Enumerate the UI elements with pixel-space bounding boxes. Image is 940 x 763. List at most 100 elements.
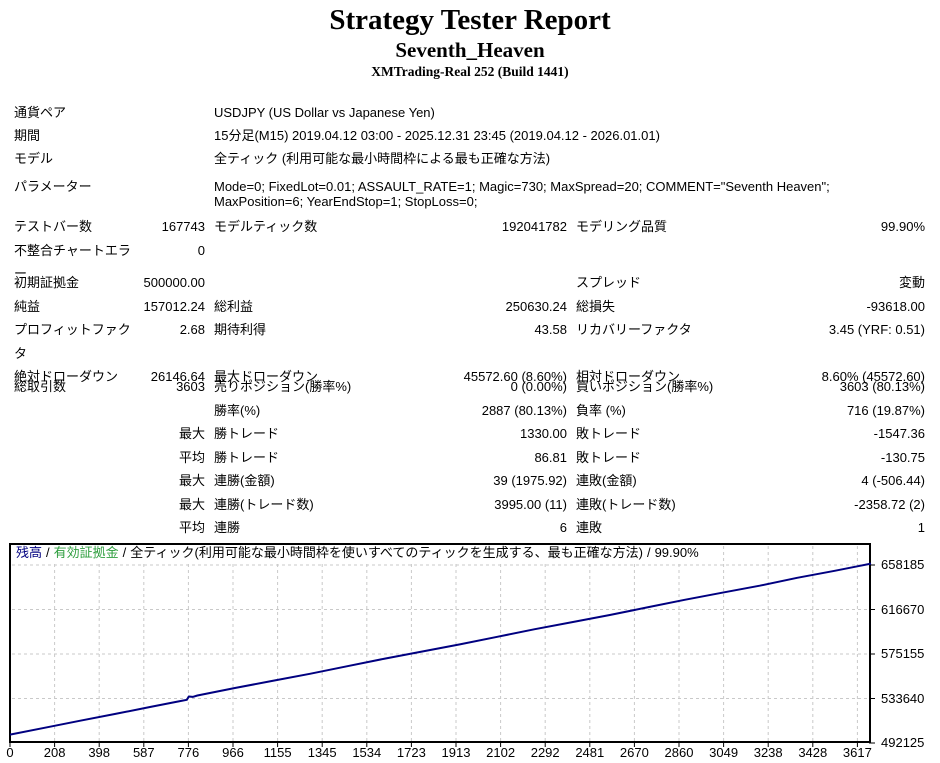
x-tick-label: 966 <box>222 745 244 760</box>
stat-value: 0 (0.00%) <box>510 379 567 394</box>
stat-value: -93618.00 <box>866 298 925 314</box>
stats-row: 絶対ドローダウン 26146.64 最大ドローダウン 45572.60 (8.6… <box>0 365 940 389</box>
stat-value: 3.45 (YRF: 0.51) <box>828 322 925 337</box>
stat-label: プロフィットファクタ <box>14 322 131 361</box>
stats-row: 純益 157012.24 総利益 250630.24 総損失 -93618.00 <box>0 295 940 319</box>
stat-label <box>14 469 134 493</box>
x-tick-label: 3428 <box>798 745 828 760</box>
stat-value: 250630.24 <box>505 298 567 314</box>
stat-value: 2887 (80.13%) <box>481 402 567 418</box>
stat-value: 157012.24 <box>143 298 205 314</box>
info-label: 期間 <box>14 128 41 143</box>
equity-curve-svg <box>9 543 875 747</box>
stat-label: モデリング品質 <box>576 219 668 234</box>
stat-value: 平均 <box>178 449 205 465</box>
info-row-symbol: 通貨ペア USDJPY (US Dollar vs Japanese Yen) <box>0 101 940 124</box>
stat-label <box>14 399 134 423</box>
x-tick-label: 398 <box>88 745 111 760</box>
stat-label: リカバリーファクタ <box>576 322 692 337</box>
legend-separator: / <box>46 545 50 560</box>
stat-value: 716 (19.87%) <box>846 402 925 418</box>
server-build: XMTrading-Real 252 (Build 1441) <box>371 64 569 79</box>
info-label: モデル <box>14 151 54 166</box>
stat-value: -2358.72 (2) <box>854 496 925 512</box>
stats-row: 初期証拠金 500000.00 スプレッド 変動 <box>0 271 940 295</box>
info-label: 通貨ペア <box>14 105 67 120</box>
stat-label: モデルティック数 <box>214 219 318 234</box>
stat-value: 86.81 <box>534 449 567 465</box>
stat-label: 敗トレード <box>576 449 642 465</box>
stat-value: 1 <box>917 520 925 535</box>
stats-row: 最大 連勝(トレード数) 3995.00 (11) 連敗(トレード数) -235… <box>0 493 940 517</box>
x-tick-label: 1155 <box>263 745 292 760</box>
x-tick-label: 1723 <box>396 745 426 760</box>
stats-row: 最大 勝トレード 1330.00 敗トレード -1547.36 <box>0 422 940 446</box>
y-tick-label: 575155 <box>881 646 925 661</box>
stats-row: 最大 連勝(金額) 39 (1975.92) 連敗(金額) 4 (-506.44… <box>0 469 940 493</box>
stat-label <box>14 516 134 540</box>
stat-value: 8.60% (45572.60) <box>821 369 925 384</box>
stat-label <box>14 446 134 470</box>
stat-label: 買いポジション(勝率%) <box>576 379 714 394</box>
stat-label: 期待利得 <box>214 322 267 337</box>
stat-value: 最大 <box>178 473 205 488</box>
y-tick-label: 533640 <box>881 690 925 706</box>
stat-value: 6 <box>559 520 567 535</box>
balance-line <box>9 562 872 736</box>
stat-value: 0 <box>197 242 205 258</box>
stat-value: 43.58 <box>534 322 567 337</box>
stat-value: 3603 (80.13%) <box>839 379 925 394</box>
x-tick-label: 1913 <box>441 745 471 760</box>
stat-label: 絶対ドローダウン <box>14 369 119 384</box>
legend-separator: / <box>646 545 651 560</box>
stat-value: 平均 <box>178 520 205 535</box>
stat-label <box>14 493 134 517</box>
report-header: Strategy Tester Report Seventh_Heaven XM… <box>0 4 940 81</box>
stat-label <box>205 271 455 295</box>
stat-label: 初期証拠金 <box>14 275 80 290</box>
x-tick-label: 2292 <box>530 745 560 760</box>
stat-value <box>134 399 205 423</box>
info-row-parameters: パラメーター Mode=0; FixedLot=0.01; ASSAULT_RA… <box>0 179 940 209</box>
stat-label: スプレッド <box>576 275 642 290</box>
stats-row: 勝率(%) 2887 (80.13%) 負率 (%) 716 (19.87%) <box>0 399 940 423</box>
x-tick-label: 3049 <box>709 745 739 760</box>
legend-model-label: 全ティック(利用可能な最小時間枠を使いすべてのティックを生成する、最も正確な方法… <box>130 545 643 560</box>
stat-label: 連勝(トレード数) <box>214 496 314 512</box>
x-tick-label: 2860 <box>664 745 694 760</box>
y-tick-label: 658185 <box>881 557 925 572</box>
report-title: Strategy Tester Report <box>329 4 611 36</box>
x-tick-label: 2481 <box>575 745 605 760</box>
info-value: Mode=0; FixedLot=0.01; ASSAULT_RATE=1; M… <box>214 179 830 209</box>
stats-row: プロフィットファクタ 2.68 期待利得 43.58 リカバリーファクタ 3.4… <box>0 318 940 365</box>
stats-row: 平均 連勝 6 連敗 1 <box>0 516 940 540</box>
x-tick-label: 3617 <box>842 745 872 760</box>
stat-label: 相対ドローダウン <box>576 369 681 384</box>
stat-value: -1547.36 <box>873 426 925 441</box>
info-label: パラメーター <box>14 179 92 194</box>
stats-group-bars: テストバー数 167743 モデルティック数 192041782 モデリング品質… <box>0 215 940 286</box>
stat-value: 最大 <box>178 426 205 441</box>
stat-label <box>14 422 134 446</box>
stats-group-trades: 総取引数 3603 売りポジション(勝率%) 0 (0.00%) 買いポジション… <box>0 375 940 540</box>
y-tick-label: 492125 <box>881 735 925 750</box>
info-value: USDJPY (US Dollar vs Japanese Yen) <box>214 105 435 120</box>
stat-label: 不整合チャートエラー <box>14 242 131 282</box>
y-tick-label: 616670 <box>881 601 925 617</box>
x-tick-label: 587 <box>132 745 155 760</box>
stat-label: 敗トレード <box>576 426 642 441</box>
stat-value: 26146.64 <box>150 369 205 384</box>
x-tick-label: 0 <box>6 745 14 760</box>
stat-label: 負率 (%) <box>576 402 626 418</box>
legend-equity-label: 有効証拠金 <box>53 545 119 560</box>
stat-value: 167743 <box>161 219 205 234</box>
stat-label: 売りポジション(勝率%) <box>214 379 352 394</box>
stat-value: 3995.00 (11) <box>494 496 567 512</box>
stat-label: 連敗 <box>576 520 603 535</box>
stat-label: テストバー数 <box>14 219 93 234</box>
x-tick-label: 2102 <box>486 745 516 760</box>
stat-label: 連敗(トレード数) <box>576 496 676 512</box>
stat-value: 変動 <box>898 275 925 290</box>
ea-name: Seventh_Heaven <box>395 38 545 62</box>
stat-value: -130.75 <box>880 449 925 465</box>
